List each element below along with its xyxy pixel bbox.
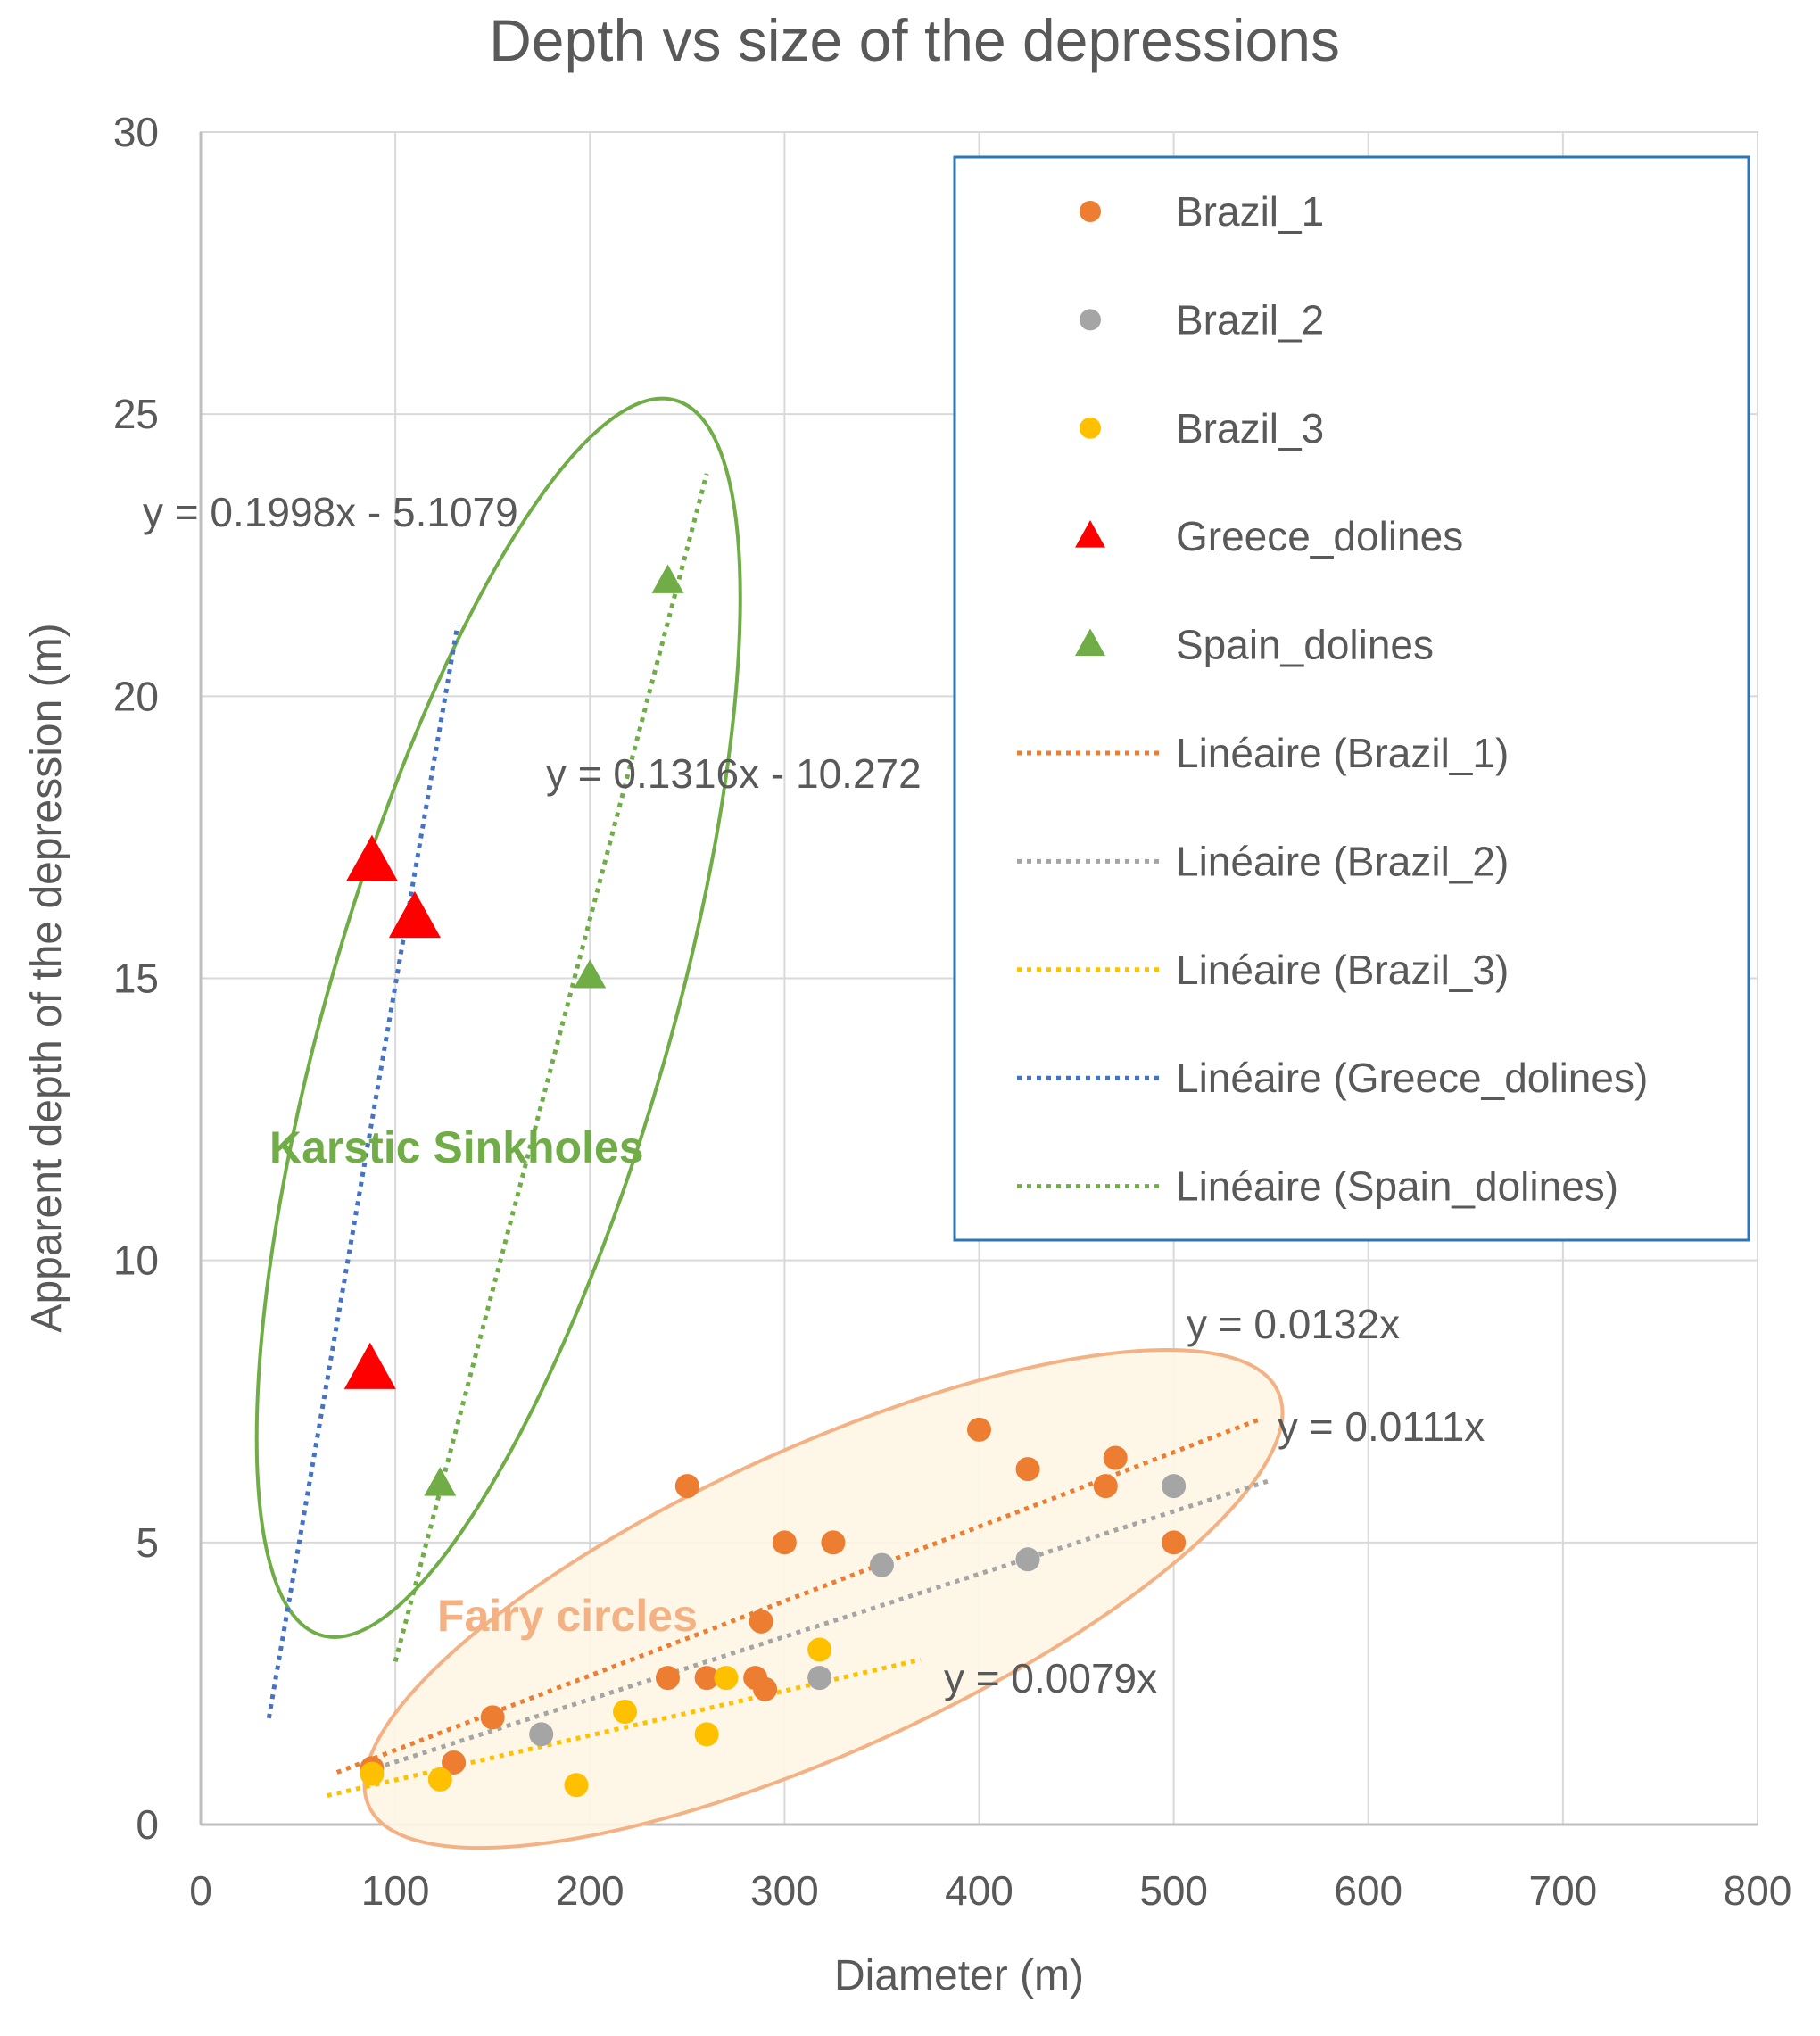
equation-brazil-1: y = 0.0132x (1187, 1301, 1400, 1347)
point-brazil-1 (821, 1530, 846, 1555)
x-tick-label: 700 (1529, 1867, 1598, 1914)
trendline-brazil-3 (327, 1657, 922, 1798)
point-brazil-3 (564, 1773, 589, 1798)
legend-label-trend-brazil-1: Linéaire (Brazil_1) (1176, 730, 1509, 776)
point-brazil-1 (480, 1705, 505, 1730)
legend-symbol-brazil-3 (1080, 417, 1101, 439)
point-brazil-1 (1093, 1474, 1118, 1499)
point-brazil-2 (529, 1722, 554, 1747)
legend-label-trend-brazil-2: Linéaire (Brazil_2) (1176, 838, 1509, 884)
y-tick-label: 30 (113, 109, 159, 155)
y-tick-label: 20 (113, 673, 159, 719)
legend-label-greece-dolines: Greece_dolines (1176, 513, 1463, 559)
annotations: Karstic Sinkholes Fairy circles y = 0.0132… (143, 489, 1485, 1701)
legend-symbol-greece-dolines (1075, 520, 1105, 548)
x-tick-label: 400 (945, 1867, 1013, 1914)
axes: 0 100 200 300 400 500 600 700 800 0 5 10 15 20 25 30 Dep… (23, 7, 1791, 1999)
point-brazil-3 (714, 1666, 739, 1691)
x-tick-label: 100 (361, 1867, 430, 1914)
point-brazil-1 (1162, 1530, 1187, 1555)
x-tick-label: 800 (1724, 1867, 1792, 1914)
point-brazil-1 (772, 1530, 797, 1555)
y-tick-label: 0 (136, 1801, 159, 1848)
point-greece-dolines (345, 834, 398, 881)
point-brazil-3 (694, 1722, 719, 1747)
y-tick-label: 5 (136, 1519, 159, 1566)
point-spain-dolines (574, 959, 607, 989)
data-points (343, 564, 1187, 1798)
point-brazil-1 (753, 1676, 778, 1701)
equation-spain-dolines: y = 0.1316x - 10.272 (546, 750, 922, 797)
point-brazil-3 (613, 1700, 638, 1725)
fairy-circles-ellipse (362, 1348, 1285, 1850)
legend-label-brazil-3: Brazil_3 (1176, 405, 1324, 451)
fairy-circles-label: Fairy circles (437, 1591, 698, 1641)
point-brazil-1 (656, 1666, 680, 1691)
y-axis-title: Apparent depth of the depression (m) (23, 623, 70, 1332)
point-brazil-3 (427, 1767, 452, 1792)
point-brazil-1 (694, 1666, 719, 1691)
legend-label-trend-spain-dolines: Linéaire (Spain_dolines) (1176, 1163, 1618, 1210)
y-tick-label: 10 (113, 1237, 159, 1284)
x-tick-label: 500 (1139, 1867, 1208, 1914)
karstic-sinkholes-label: Karstic Sinkholes (269, 1122, 644, 1172)
legend-label-spain-dolines: Spain_dolines (1176, 622, 1434, 668)
point-brazil-2 (1015, 1547, 1040, 1572)
point-brazil-2 (1162, 1474, 1187, 1499)
legend-label-brazil-2: Brazil_2 (1176, 296, 1324, 343)
point-brazil-1 (749, 1609, 774, 1634)
legend-symbol-brazil-1 (1080, 201, 1101, 222)
point-brazil-2 (807, 1666, 832, 1691)
equation-brazil-2: y = 0.0111x (1278, 1403, 1485, 1450)
point-brazil-1 (442, 1750, 467, 1775)
x-tick-label: 0 (189, 1867, 212, 1914)
legend: Brazil_1 Brazil_2 Brazil_3 Greece_dolines Sp… (953, 155, 1750, 1242)
point-brazil-1 (674, 1474, 699, 1499)
point-brazil-3 (360, 1761, 385, 1786)
point-brazil-3 (807, 1637, 832, 1662)
point-brazil-2 (869, 1552, 894, 1577)
legend-symbol-brazil-2 (1080, 309, 1101, 331)
trendline-greece-dolines (266, 624, 460, 1719)
equation-brazil-3: y = 0.0079x (944, 1655, 1157, 1701)
point-greece-dolines (343, 1342, 396, 1389)
x-tick-label: 600 (1334, 1867, 1402, 1914)
chart-title: Depth vs size of the depressions (489, 7, 1340, 73)
point-brazil-1 (1015, 1457, 1040, 1482)
legend-label-trend-greece-dolines: Linéaire (Greece_dolines) (1176, 1055, 1648, 1101)
trendline-spain-dolines (393, 473, 709, 1663)
legend-symbol-spain-dolines (1075, 628, 1105, 657)
point-greece-dolines (388, 890, 441, 939)
legend-label-trend-brazil-3: Linéaire (Brazil_3) (1176, 947, 1509, 993)
legend-label-brazil-1: Brazil_1 (1176, 188, 1324, 235)
point-brazil-1 (967, 1417, 991, 1442)
x-tick-label: 200 (556, 1867, 625, 1914)
equation-greece-dolines: y = 0.1998x - 5.1079 (143, 489, 518, 535)
legend-box (953, 155, 1750, 1242)
y-tick-label: 25 (113, 391, 159, 437)
point-spain-dolines (424, 1467, 457, 1496)
x-axis-title: Diameter (m) (834, 1952, 1084, 1999)
point-brazil-1 (1103, 1445, 1128, 1470)
x-tick-label: 300 (750, 1867, 819, 1914)
point-spain-dolines (651, 564, 684, 593)
y-tick-label: 15 (113, 956, 159, 1002)
